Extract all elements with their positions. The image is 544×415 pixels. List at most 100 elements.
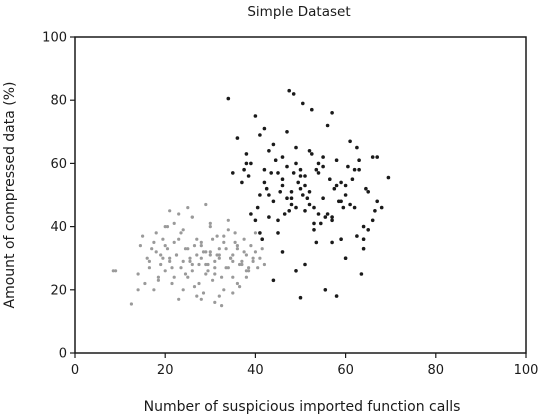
data-point — [361, 246, 366, 251]
data-point — [262, 180, 267, 185]
data-point — [348, 139, 352, 144]
data-point — [217, 247, 221, 251]
data-point — [255, 205, 260, 210]
data-point — [355, 145, 359, 150]
data-point — [307, 149, 312, 153]
data-point — [251, 256, 255, 260]
data-point — [247, 266, 251, 270]
data-point — [172, 275, 176, 279]
data-point — [294, 145, 298, 150]
data-point — [233, 240, 237, 244]
data-point — [226, 218, 230, 222]
data-point — [204, 250, 208, 254]
data-point — [307, 190, 312, 194]
data-point — [195, 294, 199, 298]
data-point — [366, 228, 371, 232]
data-point — [314, 167, 319, 172]
data-point — [231, 291, 235, 295]
data-points — [111, 88, 391, 308]
data-point — [186, 247, 190, 251]
data-point — [330, 218, 334, 223]
data-point — [289, 196, 294, 200]
data-point — [276, 171, 280, 175]
data-point — [357, 167, 361, 172]
data-point — [260, 247, 264, 251]
data-point — [231, 275, 235, 279]
data-point — [280, 155, 285, 159]
data-point — [352, 205, 357, 210]
data-point — [114, 269, 118, 273]
data-point — [129, 302, 133, 306]
data-point — [325, 212, 330, 216]
data-point — [312, 205, 316, 210]
data-point — [271, 278, 276, 283]
data-point — [208, 250, 212, 254]
data-point — [339, 199, 343, 204]
data-point — [177, 297, 181, 301]
data-point — [226, 228, 230, 232]
data-point — [282, 212, 287, 216]
data-point — [206, 269, 210, 273]
data-point — [161, 237, 165, 241]
data-point — [285, 196, 289, 200]
data-point — [321, 164, 325, 169]
x-tick-label: 20 — [157, 363, 174, 378]
data-point — [183, 247, 188, 251]
data-point — [238, 262, 242, 267]
data-point — [373, 209, 377, 213]
x-tick-label: 40 — [247, 363, 264, 378]
data-point — [206, 262, 210, 267]
data-point — [303, 209, 307, 213]
data-point — [233, 231, 237, 235]
y-axis-title: Amount of compressed data (%) — [2, 81, 18, 308]
data-point — [312, 228, 316, 232]
data-point — [316, 212, 321, 216]
x-axis-title: Number of suspicious imported function c… — [144, 399, 461, 415]
data-point — [244, 275, 248, 279]
data-point — [287, 88, 292, 93]
data-point — [244, 269, 248, 273]
x-tick-label: 80 — [428, 363, 445, 378]
data-point — [262, 262, 266, 267]
data-point — [244, 253, 248, 257]
data-point — [305, 196, 310, 200]
data-point — [229, 256, 233, 260]
data-point — [242, 237, 246, 241]
data-point — [303, 183, 307, 188]
data-point — [386, 175, 391, 180]
data-point — [298, 295, 303, 300]
data-point — [303, 174, 307, 178]
data-point — [334, 183, 339, 188]
data-point — [330, 240, 334, 245]
data-point — [190, 215, 194, 219]
data-point — [348, 202, 352, 207]
data-point — [208, 221, 212, 225]
data-point — [235, 244, 239, 248]
data-point — [330, 215, 334, 219]
data-point — [197, 262, 201, 267]
data-point — [244, 161, 249, 166]
data-point — [269, 171, 274, 175]
data-point — [220, 304, 224, 308]
data-point — [170, 266, 174, 270]
data-point — [181, 288, 185, 292]
data-point — [231, 253, 235, 257]
data-point — [199, 244, 203, 248]
data-point — [199, 297, 203, 301]
data-point — [278, 190, 283, 194]
data-point — [289, 202, 294, 207]
data-point — [271, 142, 276, 147]
data-point — [204, 262, 208, 267]
data-point — [190, 262, 194, 267]
data-point — [267, 193, 271, 197]
data-point — [226, 266, 230, 270]
data-point — [141, 234, 145, 238]
data-point — [276, 218, 280, 223]
data-point — [186, 206, 190, 210]
data-point — [147, 266, 151, 270]
data-point — [154, 231, 158, 235]
chart-title: Simple Dataset — [247, 4, 350, 20]
data-point — [343, 183, 348, 188]
data-point — [258, 256, 262, 260]
